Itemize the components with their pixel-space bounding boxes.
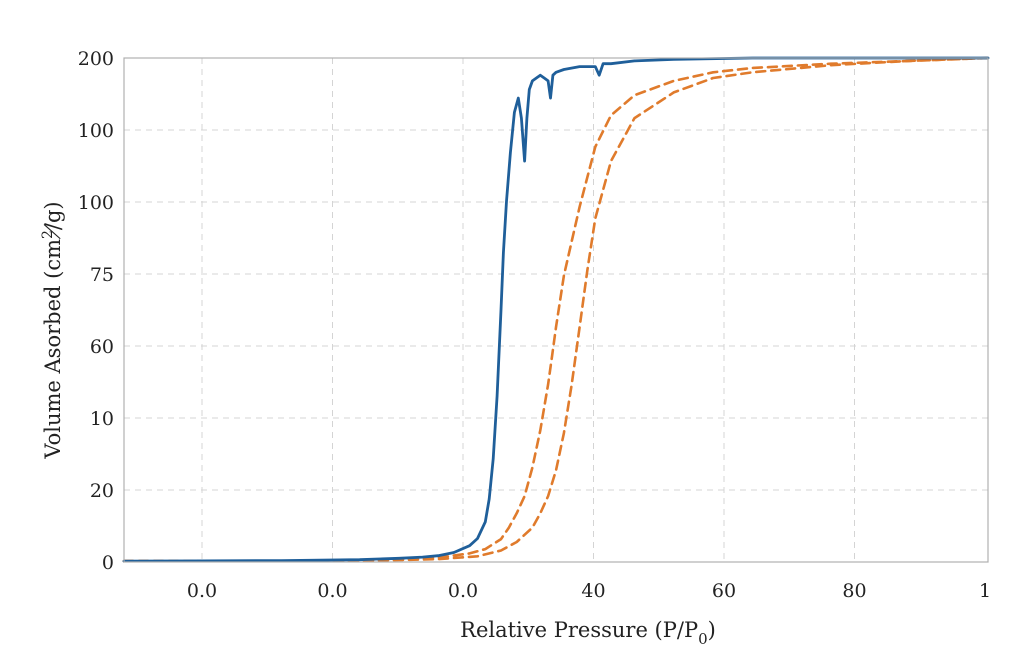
x-tick-labels: 0.0 0.0 0.0 40 60 80 1 <box>187 580 991 602</box>
desorption-curve <box>122 56 990 563</box>
x-tick-label: 0.0 <box>187 580 217 602</box>
plot-frame <box>123 57 989 563</box>
y-tick-label: 20 <box>90 480 114 502</box>
x-axis-title: Relative Pressure (P/P0) <box>460 618 716 648</box>
y-tick-label: 75 <box>90 264 114 286</box>
x-tick-label: 1 <box>979 580 991 602</box>
series-group <box>122 56 990 563</box>
adsorption-curve <box>122 56 990 563</box>
y-axis-title: Volume Asorbed (cm2/̸g) <box>40 201 65 459</box>
x-tick-label: 60 <box>712 580 736 602</box>
desorption-curve <box>122 56 990 563</box>
x-tick-label: 0.0 <box>317 580 347 602</box>
grid <box>124 58 988 562</box>
y-tick-label: 100 <box>78 120 114 142</box>
y-tick-label: 100 <box>78 192 114 214</box>
y-tick-labels: 0 20 10 60 75 100 100 200 <box>78 48 114 574</box>
x-tick-label: 80 <box>842 580 866 602</box>
y-tick-label: 10 <box>90 408 114 430</box>
x-tick-label: 40 <box>581 580 605 602</box>
y-tick-label: 0 <box>102 552 114 574</box>
y-tick-label: 60 <box>90 336 114 358</box>
x-tick-label: 0.0 <box>448 580 478 602</box>
y-tick-label: 200 <box>78 48 114 70</box>
